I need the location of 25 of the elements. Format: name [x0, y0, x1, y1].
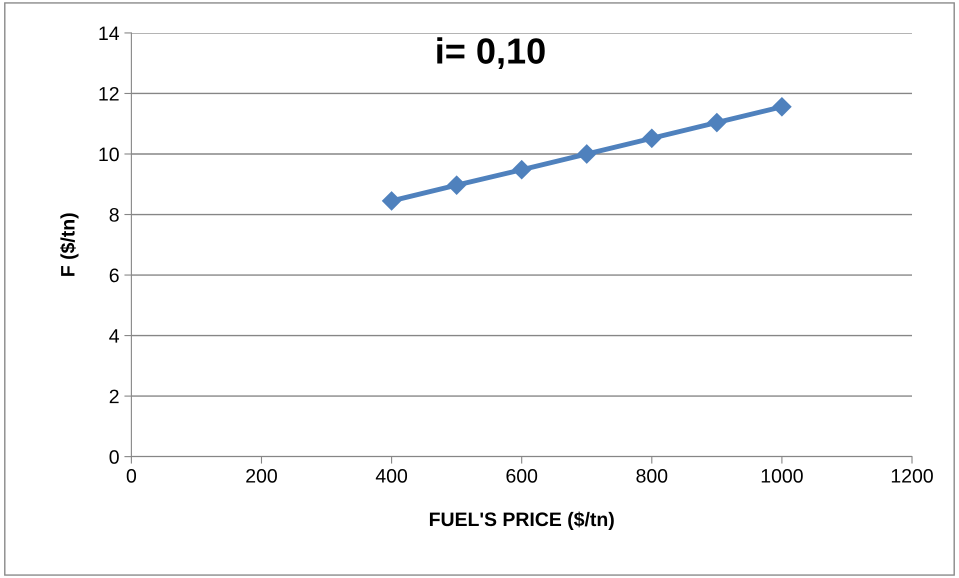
y-tick-label: 4 — [109, 329, 120, 343]
y-tick-label: 2 — [110, 390, 119, 404]
x-tick-label: 0 — [126, 468, 136, 483]
x-tick-label: 1200 — [892, 468, 933, 483]
point — [577, 144, 596, 164]
point — [447, 176, 466, 195]
x-tick-label: 400 — [376, 468, 408, 483]
y-tick-label: 8 — [110, 208, 119, 222]
point — [512, 160, 532, 180]
y-tick-label: 10 — [99, 147, 119, 162]
x-tick-label: 800 — [636, 468, 668, 483]
x-tick-label: 600 — [506, 468, 538, 483]
point — [772, 97, 792, 116]
x-tick-label: 1000 — [762, 468, 803, 483]
x-axis-title: FUEL'S PRICE ($/tn) — [430, 512, 614, 530]
y-tick-label: 6 — [110, 268, 119, 282]
point — [642, 128, 662, 148]
y-tick-label: 12 — [99, 86, 119, 101]
x-tick-label: 200 — [246, 468, 277, 483]
point — [707, 112, 726, 132]
chart-title: i= 0,10 — [437, 37, 545, 70]
point — [382, 191, 402, 210]
y-tick-label: 0 — [110, 450, 119, 464]
y-axis-title: F ($/tn) — [60, 213, 79, 276]
y-tick-label: 14 — [99, 26, 120, 40]
